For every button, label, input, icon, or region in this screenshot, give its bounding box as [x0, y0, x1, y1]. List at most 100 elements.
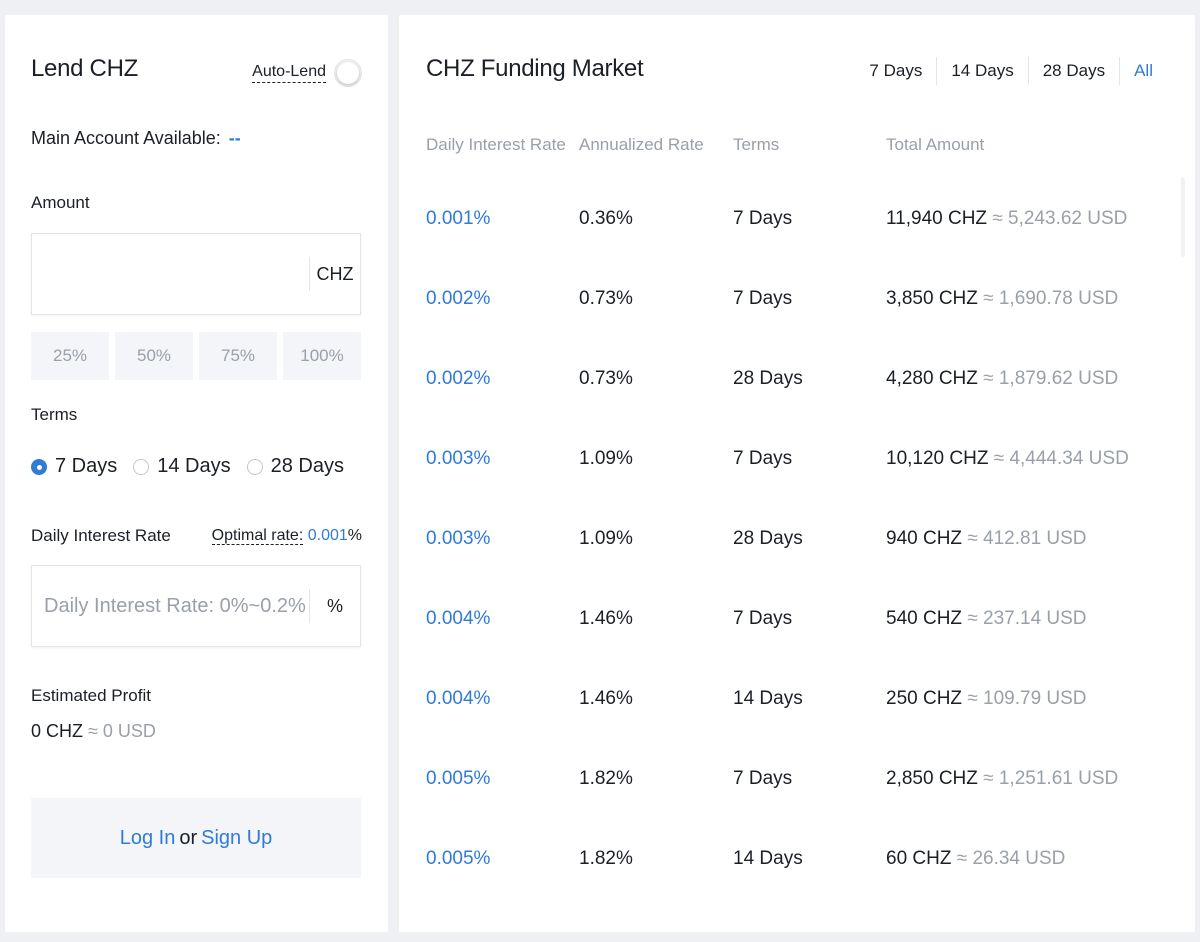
cell-annual: 0.73%: [579, 368, 633, 389]
cell-total-usd: ≈ 1,690.78 USD: [983, 288, 1119, 309]
cell-rate: 0.004%: [426, 608, 491, 629]
cell-total-chz: 4,280 CHZ: [886, 368, 978, 389]
term-label-28-days: 28 Days: [270, 455, 344, 477]
cell-total-usd: ≈ 412.81 USD: [967, 528, 1087, 549]
available-label: Main Account Available:: [31, 128, 221, 148]
auto-lend-toggle[interactable]: [334, 59, 362, 87]
terms-label: Terms: [31, 405, 78, 424]
amount-unit: CHZ: [309, 257, 360, 291]
cell-term: 7 Days: [733, 288, 793, 309]
cell-rate: 0.002%: [426, 288, 491, 309]
term-option-28-days[interactable]: 28 Days: [246, 455, 344, 478]
tab-14-days[interactable]: 14 Days: [936, 57, 1027, 85]
cell-total-chz: 940 CHZ: [886, 528, 963, 549]
toggle-knob: [337, 62, 359, 84]
available-value: --: [228, 128, 241, 148]
estimated-profit-value: 0 CHZ ≈ 0 USD: [31, 721, 156, 742]
amount-input[interactable]: [32, 234, 309, 314]
market-title: CHZ Funding Market: [426, 55, 644, 82]
cell-annual: 1.82%: [579, 848, 633, 869]
column-header-daily-rate: Daily Interest Rate: [426, 135, 566, 154]
percent-buttons: 25% 50% 75% 100%: [31, 332, 361, 380]
cell-total: 540 CHZ ≈ 237.14 USD: [886, 608, 1146, 630]
cell-total-chz: 250 CHZ: [886, 688, 963, 709]
percent-75-button[interactable]: 75%: [199, 332, 277, 380]
cell-annual: 1.09%: [579, 528, 633, 549]
cell-rate: 0.005%: [426, 768, 491, 789]
cell-total: 4,280 CHZ ≈ 1,879.62 USD: [886, 368, 1146, 390]
term-label-14-days: 14 Days: [157, 455, 231, 477]
table-row[interactable]: 0.003% 1.09% 28 Days 940 CHZ ≈ 412.81 US…: [426, 499, 1166, 579]
daily-rate-label: Daily Interest Rate: [31, 526, 171, 545]
cell-term: 14 Days: [733, 848, 803, 869]
radio-7-days[interactable]: [31, 458, 47, 475]
cell-total: 2,850 CHZ ≈ 1,251.61 USD: [886, 768, 1146, 790]
signup-link[interactable]: Sign Up: [201, 826, 273, 849]
cell-total-usd: ≈ 26.34 USD: [956, 848, 1066, 869]
cell-term: 14 Days: [733, 688, 803, 709]
amount-label: Amount: [31, 193, 90, 212]
tab-all[interactable]: All: [1119, 57, 1167, 85]
cell-term: 28 Days: [733, 368, 803, 389]
amount-field: CHZ: [31, 233, 361, 315]
cell-term: 7 Days: [733, 448, 793, 469]
optimal-rate-value[interactable]: 0.001: [307, 527, 348, 544]
cell-total-usd: ≈ 237.14 USD: [967, 608, 1087, 629]
cell-rate: 0.003%: [426, 448, 491, 469]
cell-total: 60 CHZ ≈ 26.34 USD: [886, 848, 1146, 870]
table-row[interactable]: 0.001% 0.36% 7 Days 11,940 CHZ ≈ 5,243.6…: [426, 179, 1166, 259]
percent-100-button[interactable]: 100%: [283, 332, 361, 380]
cell-term: 7 Days: [733, 608, 793, 629]
column-header-annualized: Annualized Rate: [579, 135, 704, 154]
term-option-7-days[interactable]: 7 Days: [31, 455, 117, 478]
radio-28-days[interactable]: [246, 458, 263, 475]
cell-total-chz: 3,850 CHZ: [886, 288, 978, 309]
table-row[interactable]: 0.005% 1.82% 7 Days 2,850 CHZ ≈ 1,251.61…: [426, 739, 1166, 819]
table-row[interactable]: 0.004% 1.46% 14 Days 250 CHZ ≈ 109.79 US…: [426, 659, 1166, 739]
cell-total-usd: ≈ 109.79 USD: [967, 688, 1087, 709]
cell-annual: 1.09%: [579, 448, 633, 469]
table-scrollbar[interactable]: [1181, 177, 1185, 257]
table-row[interactable]: 0.005% 1.82% 14 Days 60 CHZ ≈ 26.34 USD: [426, 819, 1166, 899]
cell-rate: 0.002%: [426, 368, 491, 389]
or-text: or: [179, 826, 198, 849]
login-link[interactable]: Log In: [119, 826, 176, 849]
auto-lend-label: Auto-Lend: [252, 63, 326, 83]
profit-chz: 0 CHZ: [31, 721, 84, 741]
cell-total: 10,120 CHZ ≈ 4,444.34 USD: [886, 448, 1146, 470]
table-row[interactable]: 0.003% 1.09% 7 Days 10,120 CHZ ≈ 4,444.3…: [426, 419, 1166, 499]
cell-annual: 0.73%: [579, 288, 633, 309]
cell-term: 7 Days: [733, 208, 793, 229]
cell-term: 7 Days: [733, 768, 793, 789]
funding-market-panel: CHZ Funding Market 7 Days 14 Days 28 Day…: [399, 15, 1195, 932]
term-label-7-days: 7 Days: [55, 455, 118, 477]
cell-total-usd: ≈ 1,251.61 USD: [983, 768, 1119, 789]
cell-total-chz: 60 CHZ: [886, 848, 952, 869]
cell-annual: 1.46%: [579, 688, 633, 709]
radio-14-days[interactable]: [133, 458, 150, 475]
cell-rate: 0.001%: [426, 208, 491, 229]
cell-term: 28 Days: [733, 528, 803, 549]
cell-total-usd: ≈ 4,444.34 USD: [993, 448, 1129, 469]
terms-options: 7 Days 14 Days 28 Days: [31, 455, 344, 478]
main-account-available: Main Account Available: --: [31, 128, 241, 149]
rate-unit: %: [309, 589, 360, 623]
tab-28-days[interactable]: 28 Days: [1027, 57, 1119, 85]
table-header: Daily Interest Rate Annualized Rate Term…: [426, 135, 1146, 155]
daily-rate-input[interactable]: [32, 566, 309, 646]
cell-rate: 0.004%: [426, 688, 491, 709]
tab-7-days[interactable]: 7 Days: [869, 61, 923, 80]
cell-total-usd: ≈ 1,879.62 USD: [983, 368, 1119, 389]
cell-total: 11,940 CHZ ≈ 5,243.62 USD: [886, 208, 1146, 230]
auto-lend: Auto-Lend: [252, 59, 362, 87]
table-row[interactable]: 0.004% 1.46% 7 Days 540 CHZ ≈ 237.14 USD: [426, 579, 1166, 659]
table-row[interactable]: 0.002% 0.73% 28 Days 4,280 CHZ ≈ 1,879.6…: [426, 339, 1166, 419]
cell-annual: 1.46%: [579, 608, 633, 629]
percent-25-button[interactable]: 25%: [31, 332, 109, 380]
cell-total-chz: 540 CHZ: [886, 608, 963, 629]
cell-total: 3,850 CHZ ≈ 1,690.78 USD: [886, 288, 1146, 310]
percent-50-button[interactable]: 50%: [115, 332, 193, 380]
term-option-14-days[interactable]: 14 Days: [133, 455, 231, 478]
column-header-terms: Terms: [733, 135, 780, 154]
table-row[interactable]: 0.002% 0.73% 7 Days 3,850 CHZ ≈ 1,690.78…: [426, 259, 1166, 339]
